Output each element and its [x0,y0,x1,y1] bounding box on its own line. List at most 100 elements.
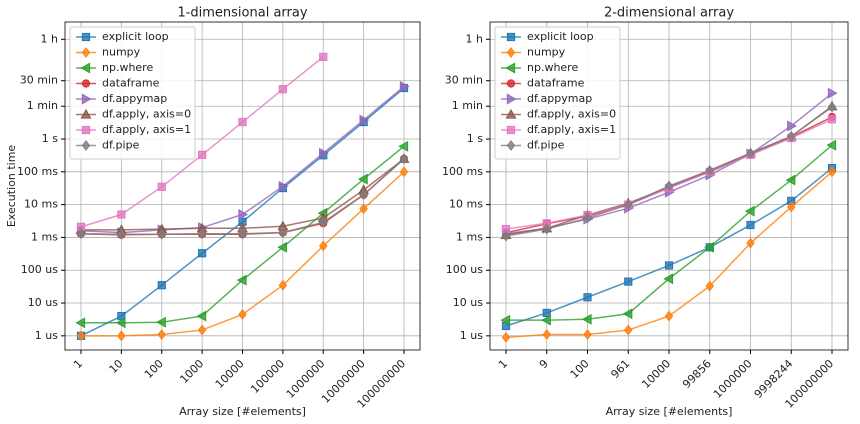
point [501,230,511,242]
legend-label: df.pipe [527,139,565,152]
point [542,329,551,340]
x-tick-label: 1000000 [711,357,755,401]
point [827,166,837,178]
point [787,120,797,132]
legend-label: numpy [527,46,566,59]
legend-label: explicit loop [102,30,169,43]
point [115,317,126,329]
x-tick-label: 1000 [177,357,206,386]
point [624,324,633,336]
legend-marker [81,47,91,58]
point [238,209,249,220]
legend-marker [505,108,517,119]
series [500,139,837,326]
legend-marker [81,140,91,151]
point [785,174,796,186]
point [319,147,329,159]
legend-label: dataframe [102,77,160,90]
y-tick-label: 1 h [41,32,58,45]
point [157,281,166,290]
x-tick-label: 100 [568,357,592,381]
legend-label: df.appymap [102,92,167,105]
y-tick-label: 10 us [453,296,483,309]
point [827,101,837,113]
point [746,147,755,159]
point [76,330,86,342]
series [501,101,837,242]
point [704,241,714,253]
point [624,277,633,286]
y-tick-label: 10 ms [24,198,58,211]
y-tick-label: 1 min [27,99,58,112]
legend-label: np.where [102,61,153,74]
legend-marker [506,125,516,135]
y-tick-label: 1 us [460,329,483,342]
legend-marker [506,32,516,42]
legend-label: df.pipe [102,139,140,152]
legend-label: np.where [527,61,578,74]
point [117,330,126,342]
point [157,182,166,191]
chart-title: 2-dimensional array [604,6,734,21]
plot-frame [64,21,421,351]
x-tick-label: 10000 [639,357,673,391]
point [196,310,207,322]
point [664,180,674,192]
x-tick-label: 100000 [248,357,287,396]
point [746,220,755,230]
series [76,52,328,231]
y-tick-label: 100 ms [17,165,58,178]
series [76,166,409,342]
point [664,261,674,270]
y-tick-label: 100 us [21,263,58,276]
point [581,313,592,325]
point [198,249,207,258]
point [542,308,551,318]
legend-label: df.apply, axis=1 [527,123,616,136]
y-tick-label: 1 s [467,132,483,145]
x-tick-label: 1 [71,357,85,371]
point [826,139,837,151]
legend-label: df.apply, axis=0 [102,108,191,121]
legend-label: numpy [102,46,141,59]
point [744,205,755,217]
y-tick-label: 1 ms [456,230,483,243]
point [399,81,410,92]
y-tick-label: 1 s [42,132,58,145]
legend-box [69,26,196,160]
point [117,228,126,240]
x-tick-label: 100 [142,357,166,381]
x-tick-label: 1 [496,357,510,371]
point [198,150,207,159]
point [787,131,796,142]
point [501,331,511,343]
point [359,189,368,201]
point [157,228,166,240]
point [277,241,287,253]
point [542,223,551,235]
point [117,210,126,219]
point [664,310,674,322]
point [238,309,247,320]
x-tick-label: 10000 [213,357,247,391]
point [399,153,409,165]
point [319,216,328,228]
legend-label: explicit loop [527,30,594,43]
x-axis-label: Array size [#elements] [606,405,733,418]
legend-label: df.apply, axis=0 [527,108,616,121]
point [75,317,86,329]
legend-marker [80,108,92,119]
point [583,293,592,302]
point [76,228,86,240]
legend-marker [505,62,516,74]
legend-marker [506,93,517,105]
point [583,329,592,340]
point [399,166,409,178]
point [278,85,287,94]
point [705,165,714,176]
y-tick-label: 30 min [20,74,58,87]
point [746,237,755,249]
legend-label: df.appymap [527,92,592,105]
point [358,173,368,185]
point [705,280,714,292]
